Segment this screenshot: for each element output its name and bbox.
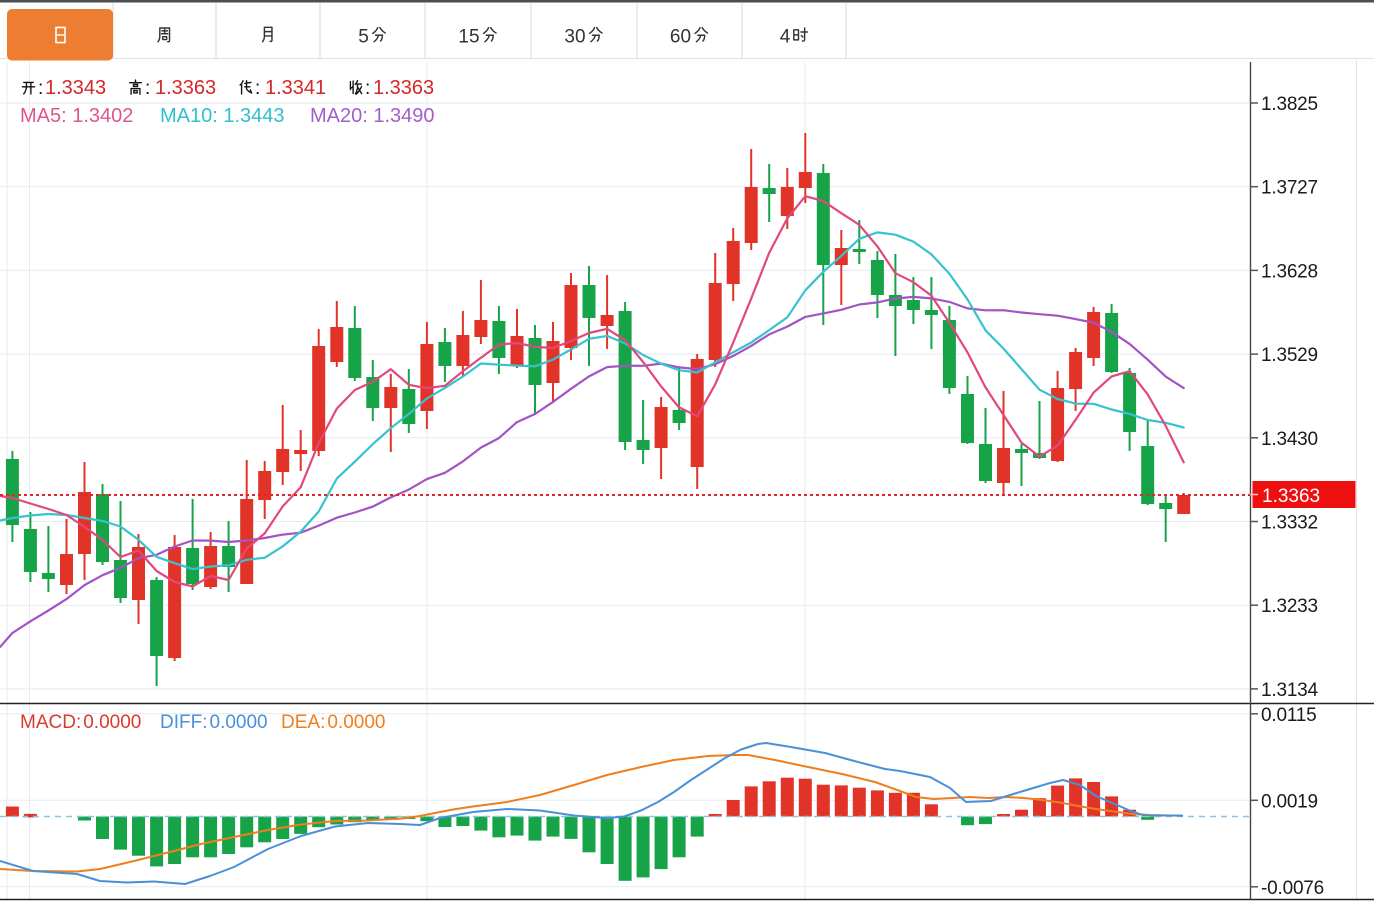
svg-text::: : xyxy=(365,78,370,99)
svg-text:1.3825: 1.3825 xyxy=(1261,94,1318,115)
svg-text:1.3363: 1.3363 xyxy=(373,77,434,99)
svg-text:0.0115: 0.0115 xyxy=(1261,705,1317,726)
svg-text:1.3363: 1.3363 xyxy=(1262,486,1320,507)
svg-text:DIFF:0.0000: DIFF: 0.0000 xyxy=(160,712,268,733)
svg-text:60: 60 xyxy=(670,27,691,48)
svg-text:1.3233: 1.3233 xyxy=(1261,596,1318,617)
svg-text::: : xyxy=(38,78,43,99)
svg-text:1.3341: 1.3341 xyxy=(265,77,326,99)
svg-text:1.3628: 1.3628 xyxy=(1261,261,1318,282)
svg-text:MA20: 1.3490: MA20: 1.3490 xyxy=(310,105,435,127)
svg-text:1.3727: 1.3727 xyxy=(1261,178,1318,199)
svg-text:30: 30 xyxy=(564,27,585,48)
svg-text:MACD:0.0000: MACD: 0.0000 xyxy=(20,712,141,733)
svg-text:1.3529: 1.3529 xyxy=(1261,345,1318,366)
svg-text:0.0019: 0.0019 xyxy=(1261,791,1318,812)
svg-text:MA5: 1.3402: MA5: 1.3402 xyxy=(20,105,133,127)
svg-text:15: 15 xyxy=(458,27,479,48)
svg-text:4: 4 xyxy=(780,27,791,48)
svg-text:MA10: 1.3443: MA10: 1.3443 xyxy=(160,105,285,127)
svg-text:DEA:0.0000: DEA: 0.0000 xyxy=(281,712,385,733)
svg-text::: : xyxy=(145,78,150,99)
svg-text:1.3363: 1.3363 xyxy=(155,77,216,99)
svg-text:-0.0076: -0.0076 xyxy=(1261,878,1324,899)
svg-text::: : xyxy=(255,78,260,99)
svg-text:1.3332: 1.3332 xyxy=(1261,513,1318,534)
svg-text:1.3343: 1.3343 xyxy=(45,77,106,99)
svg-text:1.3430: 1.3430 xyxy=(1261,429,1318,450)
svg-text:5: 5 xyxy=(358,27,369,48)
svg-text:1.3134: 1.3134 xyxy=(1261,680,1319,701)
